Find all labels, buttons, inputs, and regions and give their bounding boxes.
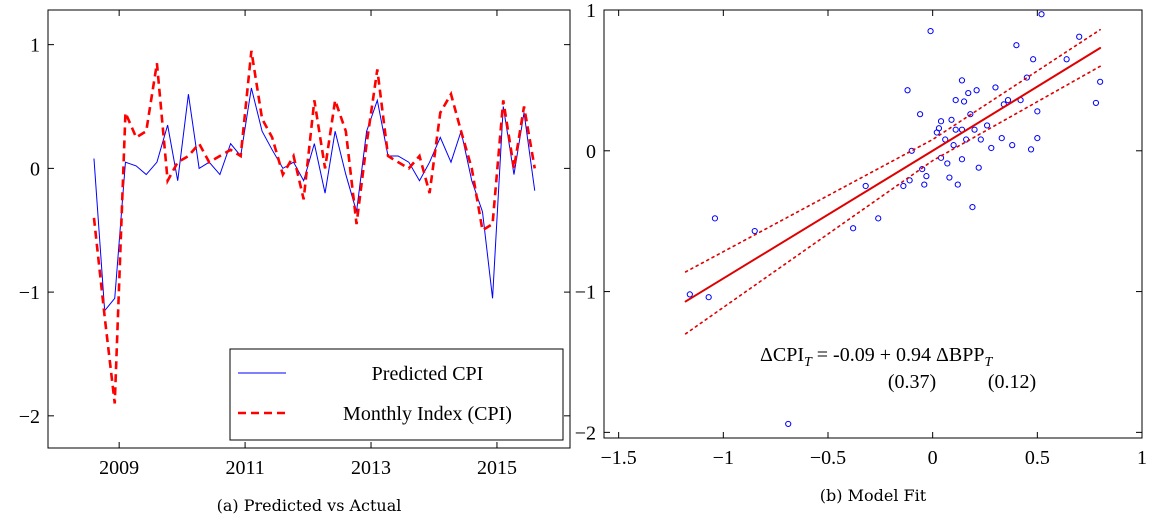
axes-frame	[603, 9, 1143, 439]
x-tick-label: 1	[1137, 447, 1147, 469]
scatter-point	[948, 116, 955, 123]
scatter-point	[992, 84, 999, 91]
scatter-point	[988, 144, 995, 152]
y-tick-label: 0	[586, 141, 596, 163]
scatter-point	[1063, 56, 1070, 63]
caption: (a) Predicted vs Actual	[217, 496, 402, 515]
scatter-point	[785, 420, 792, 428]
scatter-point	[971, 126, 978, 133]
scatter-point	[954, 181, 961, 188]
y-tick-label: −2	[19, 406, 40, 428]
scatter-point	[1092, 99, 1100, 107]
scatter-point	[1076, 33, 1083, 40]
eq-lhs: ΔCPI	[760, 344, 804, 366]
scatter-point	[944, 160, 951, 167]
scatter-point	[935, 125, 943, 132]
plot: −1.5 −1 −0.5 0 0.5 1 −2 −1 0 1 (b) Model Fit ΔCPIT …	[575, 0, 1147, 505]
scatter-point	[875, 215, 882, 222]
x-tick-label: 2009	[99, 457, 139, 479]
x-tick-label: 2013	[351, 457, 391, 479]
scatter-point	[952, 97, 959, 104]
y-tick-label: −1	[19, 282, 40, 304]
scatter-point	[946, 174, 953, 181]
series-line	[92, 50, 537, 404]
scatter-point	[900, 182, 907, 190]
series-line	[93, 87, 536, 312]
scatter-point	[705, 294, 712, 301]
scatter-point	[1038, 11, 1045, 18]
y-tick-label: 0	[30, 158, 40, 180]
scatter-point	[906, 177, 913, 184]
series-line	[684, 28, 1101, 273]
eq-rhs: = -0.09 + 0.94 ΔBPP	[812, 344, 985, 366]
x-tick-label: 0.5	[1025, 447, 1050, 469]
plot-area	[92, 50, 537, 404]
std-error: (0.12)	[988, 371, 1036, 393]
scatter-point	[952, 126, 959, 133]
scatter-point	[983, 122, 991, 129]
series-line	[684, 65, 1101, 335]
scatter-point	[751, 227, 758, 235]
scatter-point	[975, 164, 982, 171]
scatter-point	[1004, 97, 1012, 104]
legend-box	[229, 348, 564, 441]
y-tick-label: −2	[575, 422, 596, 444]
y-tick-label: 1	[586, 0, 596, 22]
scatter-point	[998, 135, 1005, 142]
scatter-point	[686, 291, 693, 298]
plot-area	[684, 11, 1104, 428]
scatter-point	[973, 87, 980, 94]
x-tick-label: −1	[713, 447, 734, 469]
scatter-point	[967, 111, 974, 118]
equation: ΔCPIT = -0.09 + 0.94 ΔBPPT	[760, 344, 993, 370]
scatter-point	[958, 156, 966, 163]
axes-frame	[47, 9, 571, 449]
legend-label: Predicted CPI	[372, 363, 484, 385]
eq-sub: T	[804, 355, 813, 370]
scatter-point	[965, 89, 972, 97]
scatter-point	[1023, 74, 1030, 81]
plot: 2009 2011 2013 2015 −2 −1 0 1 (a) Predicted vs A…	[19, 9, 571, 515]
series-line	[684, 47, 1102, 303]
y-tick-label: −1	[575, 282, 596, 304]
scatter-point	[960, 98, 968, 105]
scatter-point	[711, 215, 719, 222]
scatter-point	[917, 111, 924, 118]
scatter-point	[1027, 146, 1035, 153]
x-tick-label: 2015	[477, 457, 517, 479]
scatter-point	[904, 87, 911, 94]
scatter-point	[1009, 142, 1016, 149]
x-tick-label: 0	[928, 447, 938, 469]
y-tick-label: 1	[30, 35, 40, 57]
scatter-point	[1097, 78, 1104, 85]
scatter-point	[1034, 135, 1041, 142]
eq-sub: T	[984, 355, 993, 370]
scatter-point	[958, 77, 966, 84]
scatter-point	[950, 142, 957, 149]
std-error: (0.37)	[888, 371, 936, 393]
scatter-point	[1030, 56, 1037, 63]
legend-label: Monthly Index (CPI)	[343, 403, 512, 425]
scatter-point	[919, 165, 926, 173]
scatter-point	[850, 225, 857, 232]
scatter-point	[908, 147, 915, 154]
scatter-point	[927, 28, 934, 35]
scatter-point	[1034, 108, 1041, 115]
scatter-point	[923, 173, 930, 180]
scatter-point	[921, 181, 928, 188]
x-tick-label: −1.5	[601, 447, 637, 469]
scatter-point	[937, 118, 945, 125]
x-tick-label: −0.5	[810, 447, 846, 469]
x-tick-label: 2011	[225, 457, 264, 479]
scatter-point	[1013, 42, 1020, 49]
caption: (b) Model Fit	[820, 486, 927, 505]
scatter-point	[969, 204, 976, 211]
scatter-point	[862, 182, 869, 190]
scatter-point	[977, 136, 984, 143]
